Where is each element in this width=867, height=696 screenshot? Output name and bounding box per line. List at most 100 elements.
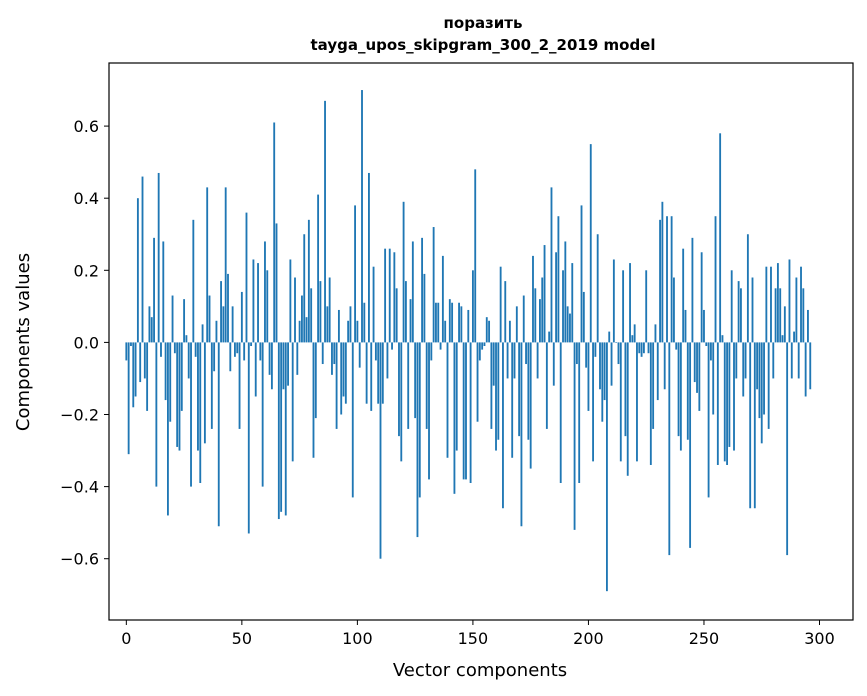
- bar: [490, 342, 493, 429]
- bar: [155, 342, 158, 487]
- bar: [169, 342, 172, 422]
- bar: [384, 248, 387, 343]
- bar: [610, 342, 613, 386]
- bar: [374, 342, 377, 361]
- bar: [441, 255, 444, 343]
- bar: [210, 342, 213, 429]
- bar: [807, 309, 809, 343]
- bar: [497, 342, 500, 440]
- bar: [492, 342, 495, 386]
- bar: [804, 342, 807, 397]
- bar: [571, 263, 574, 343]
- bar: [238, 342, 241, 429]
- bar: [767, 342, 770, 429]
- bar: [555, 252, 558, 343]
- bar: [347, 320, 350, 343]
- bar: [548, 331, 551, 343]
- bar: [252, 259, 255, 343]
- bar: [666, 216, 668, 343]
- bar: [723, 342, 726, 462]
- bar: [220, 281, 222, 343]
- bar: [307, 219, 310, 343]
- bar: [753, 342, 756, 509]
- bar: [432, 227, 435, 343]
- bar: [349, 306, 352, 343]
- bar: [525, 342, 527, 365]
- bar: [148, 306, 151, 343]
- bar: [552, 342, 555, 386]
- bar: [368, 172, 370, 343]
- bar: [197, 342, 199, 451]
- bar: [460, 306, 463, 343]
- bar: [763, 342, 765, 415]
- bar: [437, 302, 440, 343]
- bar: [273, 122, 276, 343]
- bar: [326, 306, 329, 343]
- bar: [173, 342, 176, 354]
- bar: [573, 342, 576, 530]
- bar: [675, 342, 678, 350]
- bar: [282, 342, 285, 390]
- bar: [134, 342, 137, 397]
- bar: [495, 342, 497, 451]
- bar: [707, 342, 710, 498]
- bar: [721, 335, 724, 343]
- bar: [682, 248, 685, 343]
- bar: [448, 299, 451, 343]
- bar: [296, 342, 299, 375]
- bar: [543, 245, 546, 343]
- bar: [328, 277, 331, 343]
- bar: [786, 342, 789, 556]
- bar: [453, 342, 456, 494]
- bar: [758, 342, 761, 419]
- bar: [467, 309, 470, 343]
- bar: [506, 342, 509, 379]
- bar: [601, 342, 604, 422]
- bar: [411, 241, 414, 343]
- bar: [795, 277, 798, 343]
- bar: [344, 342, 347, 404]
- bar: [529, 342, 532, 469]
- bar: [136, 198, 139, 343]
- bar: [659, 219, 661, 343]
- bar: [208, 295, 211, 343]
- bar: [566, 306, 569, 343]
- bar: [130, 342, 132, 347]
- bar: [171, 295, 174, 343]
- bar: [400, 342, 403, 462]
- bar: [127, 342, 130, 455]
- bar: [645, 270, 648, 343]
- bar: [319, 281, 322, 343]
- y-axis-ticks: −0.6 −0.4 −0.2 0.0 0.2 0.4 0.6: [60, 117, 109, 569]
- bar: [735, 342, 738, 379]
- bar: [280, 342, 283, 512]
- bar: [190, 342, 192, 487]
- bar: [404, 281, 407, 343]
- bar: [483, 342, 486, 347]
- bar: [231, 306, 234, 343]
- bar: [539, 299, 541, 343]
- bar: [303, 234, 306, 343]
- bar: [125, 342, 128, 361]
- bar: [458, 302, 460, 343]
- bar: [541, 277, 544, 343]
- bar: [508, 320, 511, 343]
- bar: [176, 342, 179, 447]
- y-tick-label: 0.6: [74, 117, 99, 136]
- x-tick-label: 300: [804, 629, 835, 648]
- y-tick-label: −0.4: [60, 478, 99, 497]
- bar: [162, 241, 165, 343]
- bar: [372, 266, 375, 343]
- bar: [797, 342, 800, 379]
- bar: [250, 342, 253, 347]
- bar: [391, 342, 393, 350]
- bar: [656, 342, 659, 401]
- bar: [409, 299, 412, 343]
- bar: [455, 342, 458, 451]
- bar: [478, 342, 481, 361]
- bar: [596, 234, 599, 343]
- bar: [569, 313, 571, 343]
- bar: [240, 291, 243, 343]
- bar: [266, 270, 269, 343]
- bar: [485, 317, 488, 343]
